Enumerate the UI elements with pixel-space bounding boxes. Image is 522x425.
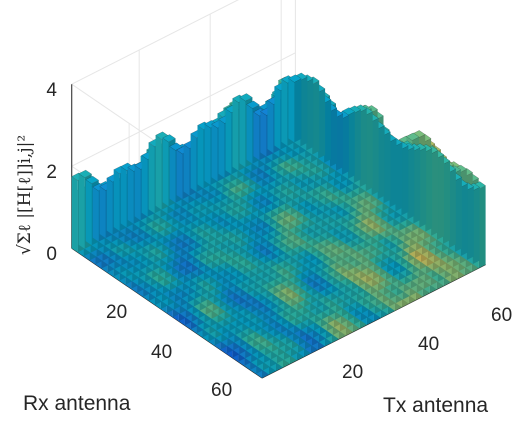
- bar-side: [401, 145, 409, 216]
- bar-side: [232, 98, 239, 171]
- bar-side: [267, 100, 274, 154]
- z-tick-4: 4: [46, 80, 57, 101]
- bar-side: [359, 108, 367, 187]
- bar-side: [330, 108, 337, 167]
- bar-side: [162, 138, 169, 207]
- bar-side: [312, 80, 320, 155]
- bar-side: [353, 109, 361, 183]
- bar-top: [78, 169, 93, 178]
- bar-side: [472, 187, 480, 265]
- bar-top: [405, 132, 420, 141]
- bar-top: [288, 74, 302, 83]
- bar-side: [300, 77, 308, 147]
- bar-side: [395, 142, 403, 212]
- bar-side: [318, 88, 326, 159]
- bar-side: [190, 133, 197, 192]
- bar-side: [99, 186, 106, 239]
- bar-side: [437, 154, 444, 240]
- bar-side: [419, 147, 427, 228]
- bar-side: [281, 79, 288, 146]
- z-axis-label: √Σℓ |[H[ℓ]]i,j|²: [15, 135, 35, 255]
- y-axis-label: Rx antenna: [23, 392, 131, 415]
- bar-side: [176, 150, 183, 200]
- y-tick-40: 40: [151, 342, 172, 363]
- bar-side: [454, 177, 462, 252]
- bar-side: [92, 187, 99, 242]
- bar-side: [260, 111, 267, 157]
- x-tick-60: 60: [491, 305, 512, 326]
- bar-side: [431, 150, 439, 236]
- bar-side: [239, 97, 246, 168]
- bar-side: [478, 185, 486, 269]
- bar-side: [148, 142, 155, 214]
- bar-side: [183, 144, 190, 196]
- y-tick-60: 60: [211, 380, 232, 401]
- x-axis-line: [261, 264, 486, 379]
- bar-side: [253, 112, 260, 161]
- z-tick-0: 0: [46, 244, 57, 265]
- bar-side: [448, 169, 456, 248]
- bar-side: [197, 125, 204, 189]
- x-tick-40: 40: [418, 334, 439, 355]
- bar-top: [162, 134, 176, 143]
- bar-top: [85, 175, 100, 184]
- bar-side: [288, 78, 295, 143]
- x-tick-20: 20: [342, 362, 363, 383]
- bar-side: [120, 166, 127, 228]
- bar-side: [324, 99, 332, 163]
- bar-side: [134, 165, 141, 221]
- bar-side: [225, 108, 232, 175]
- bar-side: [141, 155, 148, 217]
- bar-side: [365, 111, 373, 192]
- bar-side: [169, 146, 176, 203]
- bar-side: [466, 186, 474, 260]
- grid-line-z: [71, 52, 296, 167]
- bar-side: [113, 169, 120, 231]
- bar-side: [341, 115, 349, 175]
- bar-side: [274, 86, 281, 150]
- bar-side: [211, 124, 218, 182]
- bar-side: [443, 160, 450, 244]
- bar: [288, 74, 302, 143]
- bar-side: [71, 176, 78, 253]
- bar-top: [246, 100, 260, 109]
- bar-side: [306, 78, 314, 151]
- bar-top: [239, 93, 253, 102]
- bar-side: [204, 124, 211, 185]
- bar-side: [78, 173, 85, 249]
- bar-side: [106, 178, 113, 235]
- bar-side: [383, 132, 391, 204]
- bar-side: [336, 113, 343, 171]
- bar-side: [460, 183, 468, 256]
- bar-side: [377, 125, 385, 200]
- grid-line-z: [71, 0, 239, 85]
- bar-side: [246, 104, 253, 164]
- y-tick-20: 20: [106, 302, 127, 323]
- bar-side: [413, 147, 421, 224]
- bar-side: [294, 78, 302, 143]
- bar-side: [85, 179, 92, 246]
- bar-side: [127, 167, 134, 224]
- bar-side: [425, 148, 433, 232]
- bar-side: [371, 118, 379, 196]
- surface-bars: [71, 72, 486, 378]
- bar-side: [407, 147, 415, 220]
- bar-side: [218, 119, 225, 178]
- bar-side: [347, 111, 355, 179]
- bar-side: [155, 135, 162, 210]
- x-axis-label: Tx antenna: [383, 394, 488, 417]
- bar-side: [389, 138, 397, 208]
- z-tick-2: 2: [46, 162, 57, 183]
